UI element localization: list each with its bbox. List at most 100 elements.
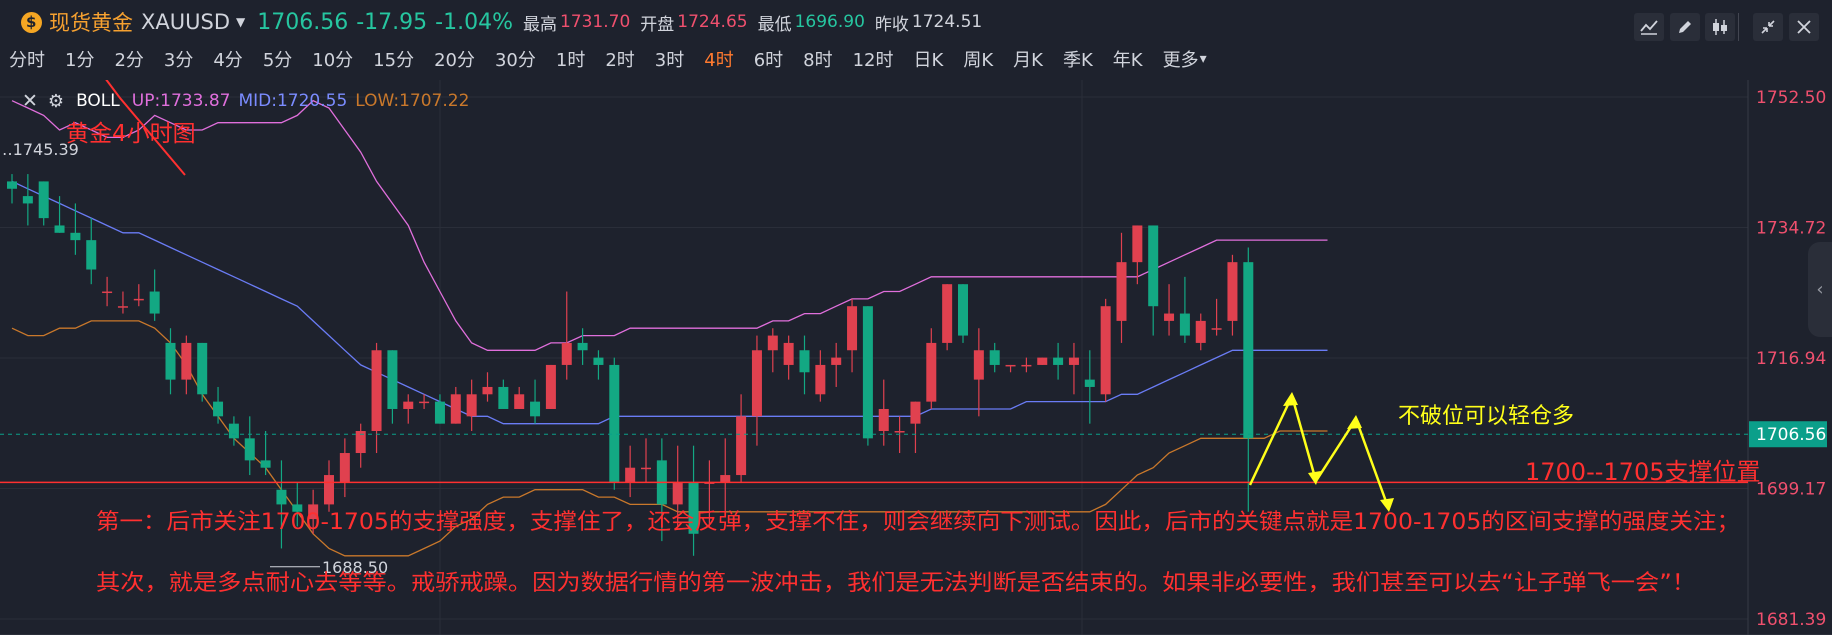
- candle-body[interactable]: [228, 423, 239, 439]
- candle-body[interactable]: [1227, 262, 1238, 321]
- candle-body[interactable]: [482, 386, 493, 395]
- candle-body[interactable]: [894, 431, 905, 433]
- candle-body[interactable]: [1068, 357, 1079, 365]
- candle-body[interactable]: [545, 364, 556, 409]
- candle-body[interactable]: [434, 401, 445, 424]
- interval-tab[interactable]: 季K: [1062, 50, 1093, 71]
- interval-tab[interactable]: 年K: [1112, 50, 1143, 71]
- candle-body[interactable]: [1179, 313, 1190, 336]
- candle-body[interactable]: [1132, 225, 1143, 263]
- interval-tab[interactable]: 1时: [555, 50, 586, 71]
- candle-body[interactable]: [387, 350, 398, 409]
- candle-body[interactable]: [1211, 328, 1222, 330]
- candle-body[interactable]: [1148, 225, 1159, 307]
- interval-tab[interactable]: 8时: [803, 50, 833, 71]
- candle-body[interactable]: [1164, 313, 1175, 321]
- candle-body[interactable]: [276, 489, 287, 505]
- candle-body[interactable]: [736, 416, 747, 476]
- candle-body[interactable]: [1116, 262, 1127, 321]
- candle-body[interactable]: [86, 240, 97, 270]
- candle-body[interactable]: [1021, 364, 1032, 367]
- candle-body[interactable]: [181, 342, 192, 380]
- candle-body[interactable]: [1053, 357, 1064, 365]
- interval-tab[interactable]: 6时: [753, 50, 784, 71]
- candle-body[interactable]: [767, 335, 778, 351]
- gear-icon[interactable]: ⚙: [47, 90, 65, 112]
- interval-tab[interactable]: 3时: [654, 50, 685, 71]
- interval-tab[interactable]: 2分: [114, 50, 144, 71]
- candle-body[interactable]: [720, 475, 731, 483]
- candle-body[interactable]: [1037, 357, 1048, 365]
- interval-tab[interactable]: 日K: [913, 50, 944, 71]
- candle-body[interactable]: [942, 284, 953, 343]
- candle-body[interactable]: [641, 467, 651, 470]
- close-icon[interactable]: [1789, 13, 1819, 41]
- candle-body[interactable]: [260, 460, 271, 468]
- candle-body[interactable]: [609, 364, 620, 483]
- interval-tab[interactable]: 月K: [1013, 50, 1043, 71]
- candle-body[interactable]: [403, 401, 414, 409]
- candle-body[interactable]: [371, 350, 382, 432]
- candle-body[interactable]: [117, 306, 128, 308]
- interval-tab[interactable]: 12时: [852, 50, 894, 71]
- candle-body[interactable]: [688, 482, 699, 534]
- candle-body[interactable]: [1243, 262, 1254, 439]
- candle-body[interactable]: [831, 357, 842, 365]
- candle-body[interactable]: [498, 386, 509, 409]
- candle-type-icon[interactable]: [1705, 13, 1735, 41]
- candle-body[interactable]: [466, 394, 477, 417]
- interval-tab[interactable]: 10分: [312, 50, 354, 71]
- candle-body[interactable]: [878, 408, 889, 432]
- candle-body[interactable]: [989, 350, 1000, 365]
- interval-tab[interactable]: 周K: [963, 50, 994, 71]
- candle-body[interactable]: [450, 394, 461, 424]
- chevron-down-icon[interactable]: ▼: [236, 15, 246, 29]
- candle-body[interactable]: [1084, 379, 1095, 387]
- candle-body[interactable]: [1005, 364, 1016, 367]
- candle-body[interactable]: [1100, 306, 1111, 395]
- candle-body[interactable]: [926, 342, 937, 402]
- candle-body[interactable]: [799, 350, 810, 373]
- interval-tab[interactable]: 4时: [704, 50, 734, 71]
- candle-body[interactable]: [973, 350, 984, 380]
- candle-body[interactable]: [213, 401, 224, 417]
- candle-body[interactable]: [165, 342, 176, 380]
- interval-tab[interactable]: 更多: [1162, 50, 1199, 71]
- candle-body[interactable]: [958, 284, 968, 336]
- candle-body[interactable]: [1195, 320, 1206, 343]
- interval-tab[interactable]: 1分: [65, 50, 95, 71]
- candle-body[interactable]: [910, 401, 921, 424]
- candle-body[interactable]: [22, 196, 33, 204]
- candlestick-chart[interactable]: 1752.50 1734.72 1716.94 1699.17 1681.39 1706.…: [0, 80, 1832, 635]
- candle-body[interactable]: [561, 342, 572, 365]
- interval-tab[interactable]: 30分: [494, 50, 536, 71]
- candle-body[interactable]: [308, 504, 319, 520]
- indicator-icon[interactable]: [1634, 13, 1664, 41]
- candle-body[interactable]: [751, 350, 762, 417]
- remove-indicator-icon[interactable]: ✕: [22, 90, 38, 112]
- candle-body[interactable]: [862, 306, 873, 439]
- interval-tab[interactable]: 分时: [9, 50, 45, 71]
- candle-body[interactable]: [244, 438, 255, 461]
- candle-body[interactable]: [70, 232, 81, 241]
- candle-body[interactable]: [847, 306, 858, 351]
- candle-body[interactable]: [324, 475, 334, 505]
- candle-body[interactable]: [783, 342, 794, 365]
- candle-body[interactable]: [7, 181, 17, 189]
- candle-body[interactable]: [593, 357, 604, 365]
- candle-body[interactable]: [530, 401, 541, 417]
- interval-tab[interactable]: 4分: [213, 50, 243, 71]
- interval-tab[interactable]: 2时: [605, 50, 635, 71]
- draw-pencil-icon[interactable]: [1670, 13, 1700, 41]
- candle-body[interactable]: [197, 342, 208, 395]
- shrink-icon[interactable]: [1753, 13, 1783, 41]
- candle-body[interactable]: [149, 291, 160, 314]
- candle-body[interactable]: [339, 453, 350, 483]
- candle-body[interactable]: [577, 342, 588, 351]
- candle-body[interactable]: [133, 298, 144, 301]
- interval-tab[interactable]: 3分: [163, 50, 194, 71]
- candle-body[interactable]: [355, 431, 366, 454]
- interval-tab[interactable]: 5分: [262, 50, 293, 71]
- interval-tab[interactable]: 15分: [373, 50, 415, 71]
- candle-body[interactable]: [292, 504, 303, 512]
